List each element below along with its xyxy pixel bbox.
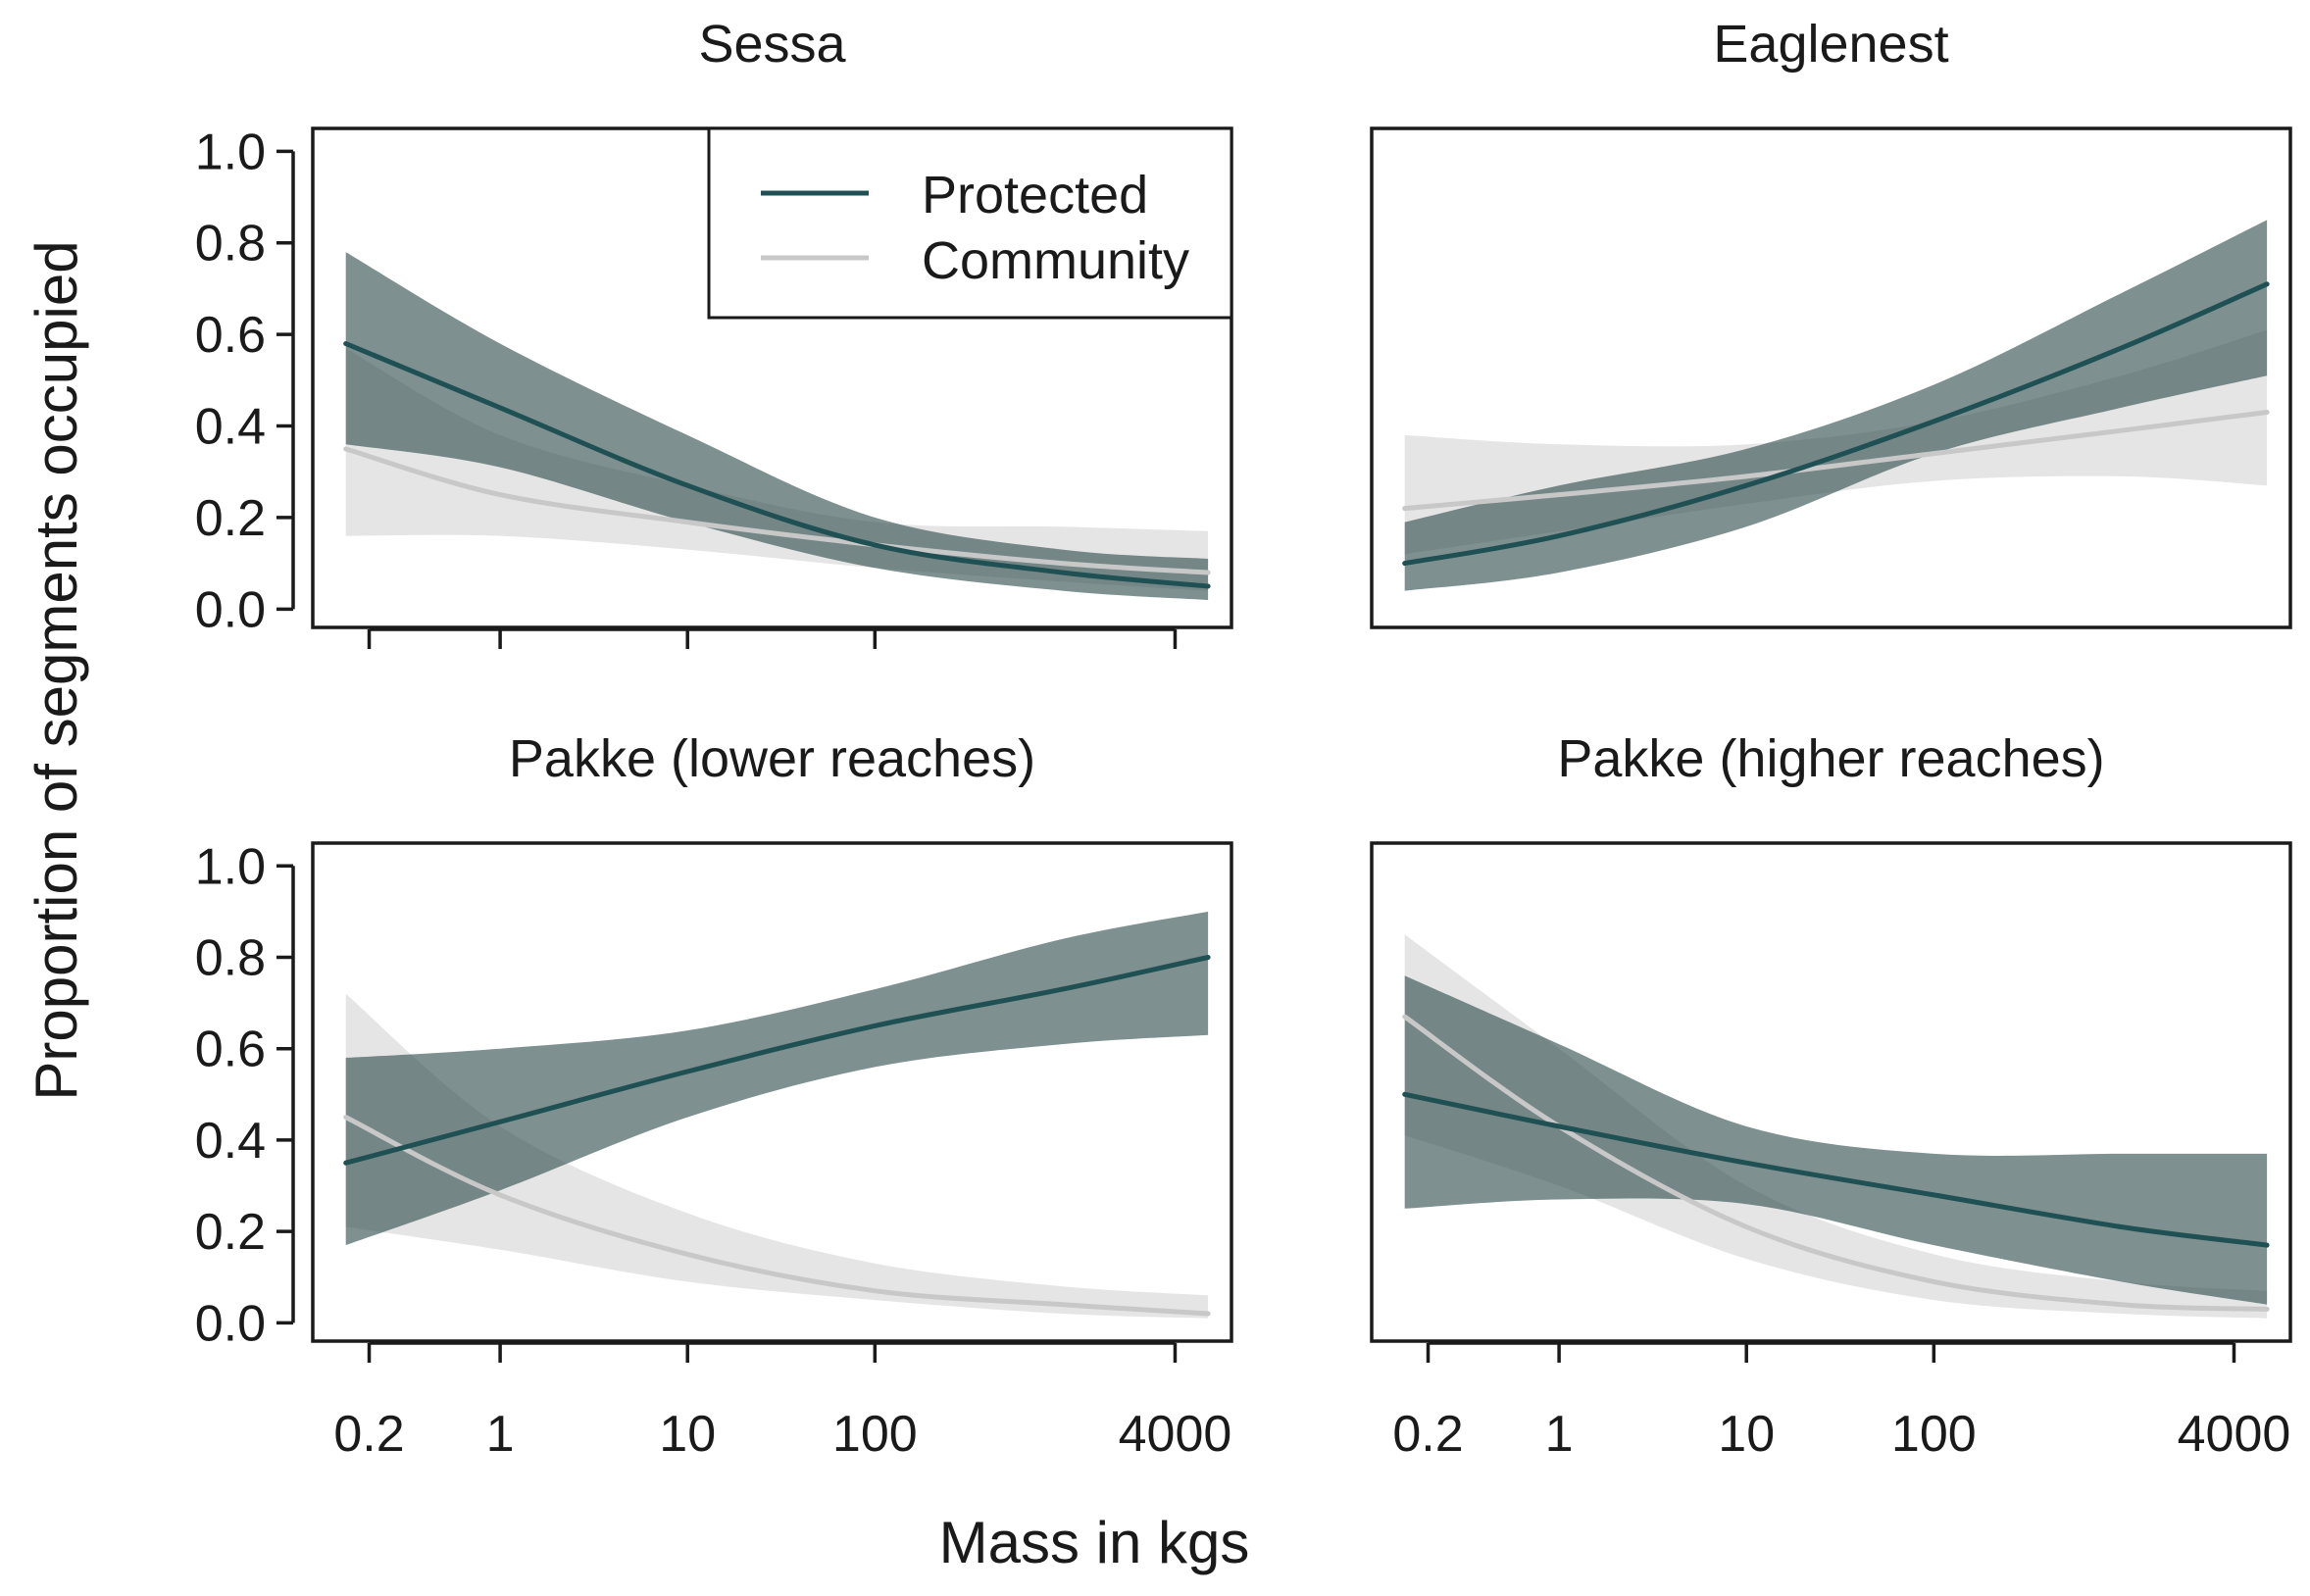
legend-box <box>707 126 1233 320</box>
x-tick-label: 100 <box>1891 1406 1977 1463</box>
fit-line-protected <box>343 955 1211 1166</box>
ci-band-protected <box>1404 975 2268 1305</box>
legend: Protected Community <box>707 126 1233 320</box>
y-tick-label: 0.8 <box>195 216 266 273</box>
y-tick-label: 0.6 <box>195 307 266 364</box>
x-tick-label: 0.2 <box>333 1406 404 1463</box>
legend-label-community: Community <box>922 231 1189 290</box>
panel-frame <box>1370 126 2292 629</box>
panel-4: Pakke (higher reaches) 0.2 1 10 100 4000 <box>1370 729 2292 1463</box>
panel-frame <box>1370 841 2292 1343</box>
ci-band-protected <box>345 911 1209 1246</box>
panel-2: Eaglenest <box>1370 15 2292 629</box>
legend-label-protected: Protected <box>922 166 1148 224</box>
x-tick-label: 1 <box>1545 1406 1574 1463</box>
fit-line-community <box>343 1115 1211 1317</box>
panel-title: Pakke (lower reaches) <box>509 729 1035 788</box>
x-tick-label: 4000 <box>2178 1406 2291 1463</box>
y-tick-label: 1.0 <box>195 838 266 895</box>
x-tick-label: 4000 <box>1119 1406 1232 1463</box>
fit-line-protected <box>343 341 1211 589</box>
x-tick-label: 1 <box>486 1406 515 1463</box>
y-tick-label: 0.2 <box>195 490 266 547</box>
fit-line-protected <box>1402 281 2270 567</box>
y-axis-title: Proportion of segments occupied <box>24 240 89 1100</box>
panels-group: Sessa 0.0 0.2 0.4 0.6 0.8 1.0 Eaglenest Pakke (l… <box>195 15 2292 1463</box>
fit-line-community <box>1402 410 2270 512</box>
panel-1: Sessa 0.0 0.2 0.4 0.6 0.8 1.0 <box>195 15 1233 649</box>
ci-band-protected <box>1404 220 2268 591</box>
fit-line-protected <box>1402 1091 2270 1248</box>
x-tick-label: 0.2 <box>1392 1406 1463 1463</box>
panel-title: Pakke (higher reaches) <box>1557 729 2104 788</box>
y-tick-label: 0.4 <box>195 1113 266 1170</box>
x-tick-label: 10 <box>659 1406 716 1463</box>
y-tick-label: 0.4 <box>195 399 266 456</box>
x-tick-label: 100 <box>832 1406 918 1463</box>
x-axis-title: Mass in kgs <box>939 1510 1250 1575</box>
ci-band-community <box>345 348 1209 591</box>
fit-line-community <box>1402 1014 2270 1312</box>
y-tick-label: 0.8 <box>195 930 266 987</box>
y-tick-label: 0.6 <box>195 1022 266 1078</box>
panel-frame <box>311 841 1233 1343</box>
fit-line-community <box>343 446 1211 575</box>
x-tick-label: 10 <box>1718 1406 1775 1463</box>
ci-band-community <box>345 993 1209 1319</box>
panel-title: Sessa <box>698 15 846 74</box>
panel-title: Eaglenest <box>1713 15 1948 74</box>
y-tick-label: 0.0 <box>195 581 266 638</box>
y-tick-label: 1.0 <box>195 124 266 180</box>
y-tick-label: 0.0 <box>195 1295 266 1352</box>
panel-3: Pakke (lower reaches) 0.0 0.2 0.4 0.6 0.8 1.0 0… <box>195 729 1233 1463</box>
y-tick-label: 0.2 <box>195 1204 266 1261</box>
